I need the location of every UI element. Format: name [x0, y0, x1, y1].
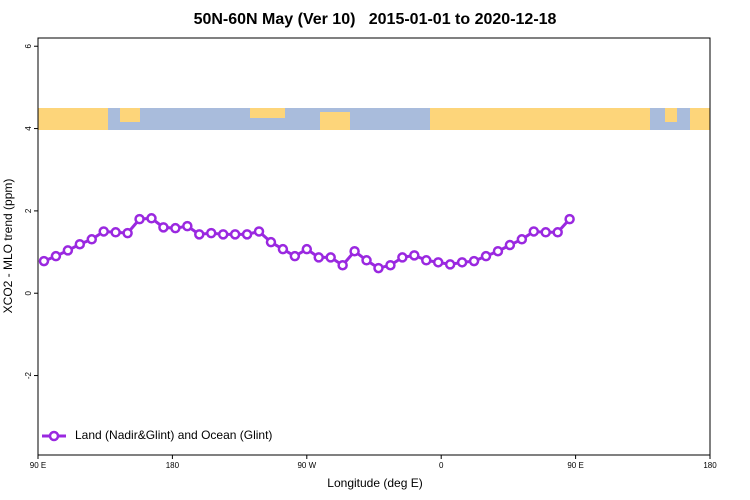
y-tick-label: 4	[24, 126, 33, 131]
x-tick-label: 90 W	[297, 461, 316, 470]
data-point	[516, 234, 528, 245]
data-point	[468, 255, 480, 267]
data-point	[385, 259, 396, 271]
y-tick-label: -2	[24, 371, 33, 379]
y-tick-label: 6	[24, 43, 33, 48]
data-line	[43, 216, 571, 270]
x-tick-label: 0	[439, 461, 444, 470]
plot-frame	[37, 37, 711, 456]
data-point	[397, 252, 408, 263]
data-point	[122, 227, 133, 239]
data-point	[361, 255, 372, 266]
x-tick-label: 90 E	[30, 461, 46, 470]
data-point	[62, 245, 74, 256]
data-point	[110, 227, 121, 238]
data-point	[421, 255, 432, 266]
data-point	[217, 229, 229, 240]
x-tick-label: 180	[166, 461, 180, 470]
data-point	[277, 243, 289, 255]
data-point	[86, 234, 98, 245]
data-point	[205, 227, 217, 239]
x-axis-label: Longitude (deg E)	[327, 476, 422, 490]
data-point	[265, 236, 277, 248]
data-point	[409, 250, 420, 261]
data-point	[50, 250, 62, 262]
data-point	[229, 229, 241, 240]
data-point	[480, 250, 492, 262]
data-point	[313, 252, 324, 263]
data-point	[540, 227, 551, 238]
data-point	[337, 259, 348, 271]
data-point	[38, 255, 50, 267]
x-tick-label: 90 E	[567, 461, 583, 470]
data-point	[432, 257, 444, 268]
map-band	[38, 108, 710, 130]
data-point	[98, 226, 109, 237]
data-point	[456, 257, 468, 268]
y-axis-label: XCO2 - MLO trend (ppm)	[1, 179, 15, 314]
chart-title: 50N-60N May (Ver 10) 2015-01-01 to 2020-…	[194, 11, 557, 28]
data-point	[289, 250, 301, 262]
data-point	[74, 238, 86, 250]
x-tick-label: 180	[703, 461, 717, 470]
data-point	[552, 227, 563, 238]
data-point	[301, 243, 313, 255]
data-point	[170, 222, 181, 234]
legend-marker	[48, 430, 60, 442]
data-point	[146, 213, 157, 224]
data-point	[504, 239, 516, 251]
data-point	[373, 262, 384, 274]
data-point	[158, 222, 169, 233]
data-point	[528, 226, 540, 237]
legend-text: Land (Nadir&Glint) and Ocean (Glint)	[75, 428, 272, 442]
y-tick-label: 2	[24, 208, 33, 213]
data-point	[349, 245, 360, 257]
data-point	[253, 226, 265, 237]
data-point	[241, 229, 253, 240]
data-point	[194, 229, 205, 240]
data-point	[182, 220, 193, 232]
y-tick-label: 0	[24, 290, 33, 295]
data-point	[325, 252, 336, 263]
data-point	[444, 259, 456, 270]
data-point	[564, 213, 575, 225]
data-point	[492, 245, 504, 257]
data-point	[134, 213, 145, 225]
